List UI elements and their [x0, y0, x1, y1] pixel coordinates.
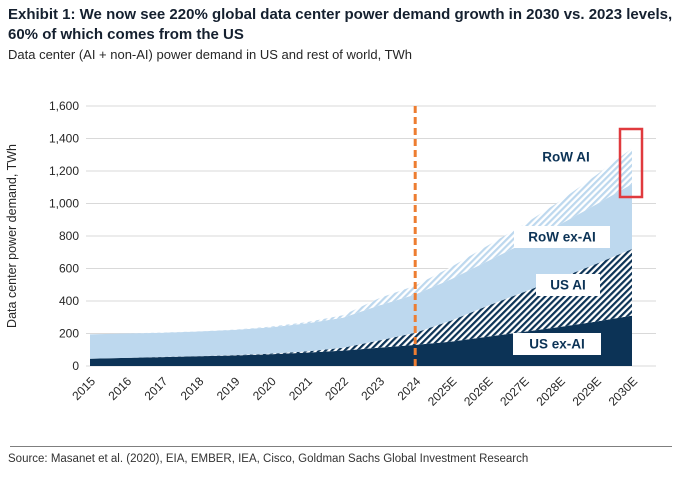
footer-divider [10, 446, 672, 447]
series-label-us-ex-ai: US ex-AI [529, 337, 585, 352]
x-tick-label: 2029E [570, 374, 604, 408]
exhibit-title: Exhibit 1: We now see 220% global data c… [8, 5, 674, 45]
x-tick-label: 2025E [425, 374, 459, 408]
highlight-box-row-ai-2030e [618, 127, 644, 199]
x-tick-label: 2023 [358, 374, 387, 403]
exhibit-subtitle: Data center (AI + non-AI) power demand i… [8, 47, 413, 62]
source-note: Source: Masanet et al. (2020), EIA, EMBE… [8, 453, 529, 465]
x-tick-label: 2018 [178, 374, 207, 403]
series-label-box-us-ai [536, 274, 600, 296]
series-label-box-row-ai [530, 146, 602, 168]
area-row-ex-ai [90, 184, 632, 359]
exhibit-title-line2: 60% of which comes from the US [8, 26, 244, 43]
y-tick-label: 1,600 [49, 99, 79, 113]
y-axis-title: Data center power demand, TWh [5, 144, 19, 328]
x-tick-label: 2026E [461, 374, 495, 408]
x-tick-label: 2020 [250, 374, 279, 403]
y-tick-label: 600 [59, 262, 79, 276]
x-tick-label: 2021 [286, 374, 315, 403]
x-tick-label: 2030E [606, 374, 640, 408]
series-label-box-us-ex-ai [513, 333, 601, 355]
y-tick-label: 1,200 [49, 164, 79, 178]
series-label-us-ai: US AI [550, 278, 586, 293]
x-tick-label: 2028E [533, 374, 567, 408]
exhibit-title-line1: Exhibit 1: We now see 220% global data c… [8, 6, 673, 23]
y-tick-label: 400 [59, 294, 79, 308]
series-label-row-ai: RoW AI [542, 150, 590, 165]
x-tick-label: 2024 [395, 374, 424, 403]
y-tick-label: 1,000 [49, 197, 79, 211]
y-tick-label: 800 [59, 229, 79, 243]
x-tick-label: 2017 [142, 374, 171, 403]
y-tick-label: 1,400 [49, 132, 79, 146]
y-tick-label: 0 [72, 359, 79, 373]
x-tick-label: 2016 [105, 374, 134, 403]
x-tick-label: 2027E [497, 374, 531, 408]
x-tick-label: 2022 [322, 374, 351, 403]
series-label-box-row-ex-ai [514, 226, 610, 248]
x-tick-label: 2019 [214, 374, 243, 403]
series-label-row-ex-ai: RoW ex-AI [528, 230, 596, 245]
area-us-ex-ai [90, 315, 632, 366]
y-tick-label: 200 [59, 327, 79, 341]
area-us-ai [90, 249, 632, 359]
x-tick-label: 2015 [69, 374, 98, 403]
